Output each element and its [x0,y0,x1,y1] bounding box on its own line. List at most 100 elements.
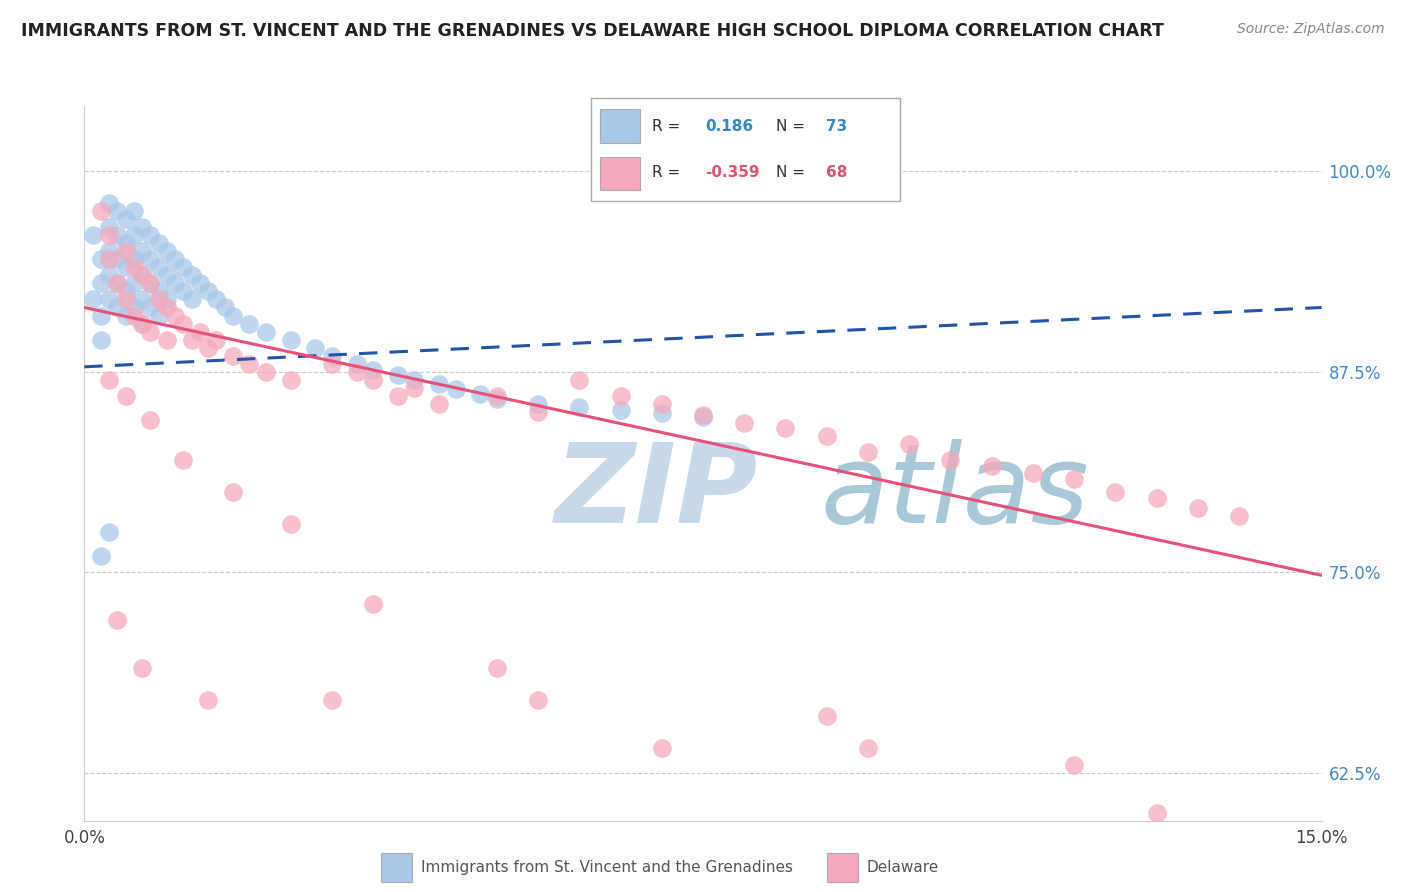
Point [148,293,170,307]
Point [156,333,179,347]
Point [156,293,179,307]
Point [114,212,136,227]
Text: R =: R = [652,165,681,180]
Point [131,661,153,675]
Point [651,741,673,756]
Point [205,333,228,347]
Point [568,400,591,414]
Point [361,597,384,611]
Point [172,317,194,331]
Point [114,389,136,403]
Point [90,252,112,267]
Point [444,382,467,396]
Point [346,357,368,371]
Point [280,333,302,347]
Point [105,204,128,219]
Point [527,693,550,707]
Point [98,268,121,283]
Point [180,293,202,307]
Point [122,309,145,323]
Point [1104,484,1126,499]
Point [105,301,128,315]
Text: 73: 73 [825,119,846,134]
Point [856,445,879,459]
Point [122,252,145,267]
Point [733,416,755,430]
Point [105,277,128,291]
Point [90,309,112,323]
Point [1187,500,1209,515]
Point [856,741,879,756]
Point [470,387,492,401]
Point [197,693,219,707]
Point [114,244,136,259]
Text: 0.186: 0.186 [704,119,754,134]
Point [692,409,714,424]
Point [98,228,121,243]
Point [427,397,450,411]
Point [156,301,179,315]
Point [172,285,194,299]
Point [148,309,170,323]
Point [98,196,121,211]
Point [131,317,153,331]
Point [404,381,426,395]
Point [254,365,277,379]
Point [131,317,153,331]
Point [114,309,136,323]
Text: -0.359: -0.359 [704,165,759,180]
Point [165,277,187,291]
Text: Delaware: Delaware [866,860,939,875]
Point [165,309,187,323]
Point [280,516,302,531]
Point [139,277,162,291]
Point [188,277,211,291]
Text: Source: ZipAtlas.com: Source: ZipAtlas.com [1237,22,1385,37]
Point [427,377,450,392]
Point [114,293,136,307]
Point [346,365,368,379]
FancyBboxPatch shape [591,98,900,201]
Point [815,429,838,443]
Text: 68: 68 [825,165,846,180]
Point [139,228,162,243]
Point [139,277,162,291]
Point [222,349,245,363]
Point [139,413,162,427]
Point [815,709,838,723]
Point [609,403,631,417]
Point [651,406,673,420]
Text: Immigrants from St. Vincent and the Grenadines: Immigrants from St. Vincent and the Gren… [420,860,793,875]
Point [148,236,170,251]
Point [1063,472,1085,486]
Point [1022,466,1045,480]
Point [98,244,121,259]
FancyBboxPatch shape [600,157,640,190]
Point [139,301,162,315]
Point [98,293,121,307]
Point [122,277,145,291]
Point [114,260,136,275]
Point [214,301,236,315]
Point [980,459,1002,474]
FancyBboxPatch shape [827,854,858,881]
Point [321,693,343,707]
Point [238,357,260,371]
Point [90,549,112,563]
Point [82,228,104,243]
Point [172,453,194,467]
Point [361,373,384,387]
Point [222,484,245,499]
Text: IMMIGRANTS FROM ST. VINCENT AND THE GRENADINES VS DELAWARE HIGH SCHOOL DIPLOMA C: IMMIGRANTS FROM ST. VINCENT AND THE GREN… [21,22,1164,40]
Point [527,405,550,419]
Point [98,252,121,267]
Point [105,277,128,291]
Point [1146,491,1168,506]
Point [188,325,211,339]
Point [98,524,121,539]
Text: N =: N = [776,119,806,134]
Point [238,317,260,331]
Point [775,421,797,435]
Point [122,301,145,315]
Point [692,408,714,422]
